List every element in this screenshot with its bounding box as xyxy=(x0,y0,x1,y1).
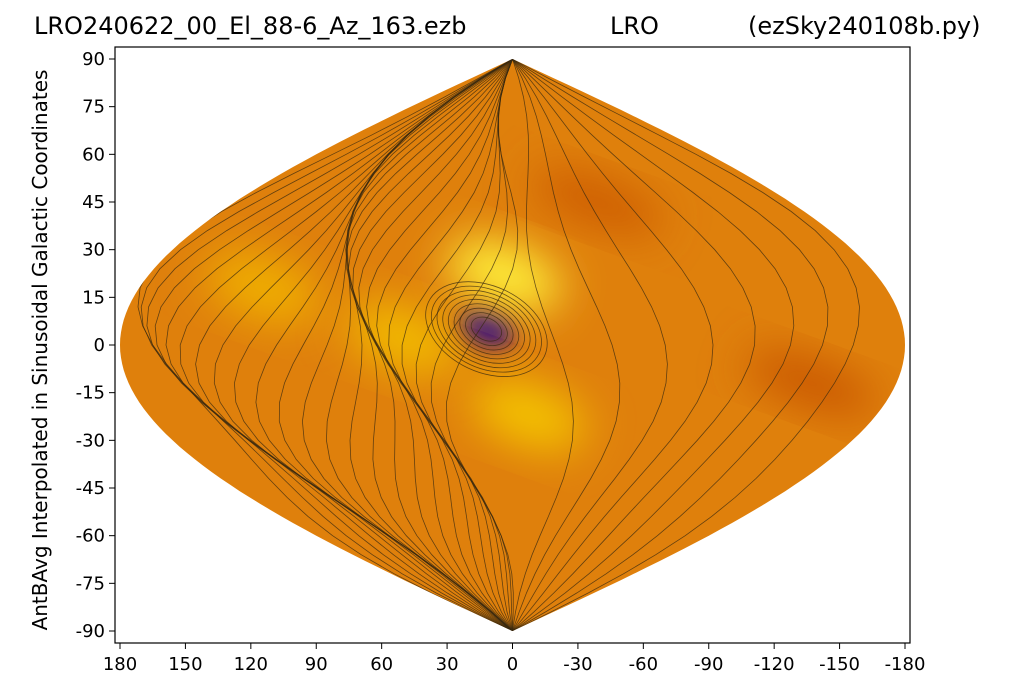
x-axis: 180 150 120 90 60 30 0 -30 -60 -90 -120 -150 -180 xyxy=(103,643,926,675)
contour-line xyxy=(512,59,668,631)
y-tick-label: 75 xyxy=(82,97,105,118)
contour-line xyxy=(146,59,513,631)
y-tick-label: -45 xyxy=(76,478,105,499)
y-axis-label: AntBAvg Interpolated in Sinusoidal Galac… xyxy=(28,69,52,631)
contour-line xyxy=(278,59,513,631)
x-tick-label: 150 xyxy=(168,654,202,675)
contour-line xyxy=(453,303,520,355)
x-tick-label: 120 xyxy=(234,654,268,675)
x-tick-label: -60 xyxy=(629,654,658,675)
x-tick-label: -180 xyxy=(885,654,926,675)
contour-line xyxy=(179,59,513,631)
x-tick-label: -90 xyxy=(694,654,723,675)
contour-line xyxy=(401,59,513,631)
heatmap-feature-ridge xyxy=(744,351,878,415)
contour-line xyxy=(512,59,795,631)
contour-line xyxy=(470,316,503,342)
y-tick-label: -75 xyxy=(76,573,105,594)
x-tick-label: 30 xyxy=(436,654,459,675)
x-tick-label: -120 xyxy=(754,654,795,675)
heatmap-feature-maximum xyxy=(206,252,321,323)
contour-line xyxy=(388,59,513,631)
contour-line xyxy=(512,59,621,631)
contour-line xyxy=(345,59,513,631)
contour-line xyxy=(512,59,756,631)
title-script: (ezSky240108b.py) xyxy=(748,12,981,40)
contour-line xyxy=(352,59,513,631)
y-tick-label: 15 xyxy=(82,287,105,308)
heatmap-feature-ridge xyxy=(531,170,664,234)
y-tick-label: 45 xyxy=(82,192,105,213)
x-tick-label: 90 xyxy=(305,654,328,675)
y-tick-label: 60 xyxy=(82,144,105,165)
heatmap-feature-minimum xyxy=(459,309,514,349)
x-tick-label: -150 xyxy=(819,654,860,675)
title-filename: LRO240622_00_El_88-6_Az_163.ezb xyxy=(34,12,467,40)
contour-line xyxy=(165,59,513,631)
x-tick-label: 180 xyxy=(103,654,137,675)
y-tick-label: -30 xyxy=(76,430,105,451)
y-tick-label: 0 xyxy=(94,335,105,356)
contour-line xyxy=(446,59,519,631)
contour-line xyxy=(425,281,548,377)
contour-line xyxy=(512,59,860,631)
x-tick-label: 60 xyxy=(370,654,393,675)
contour-line xyxy=(325,59,513,631)
y-tick-label: -60 xyxy=(76,526,105,547)
y-tick-label: -90 xyxy=(76,621,105,642)
contour-line xyxy=(154,59,513,631)
title-station: LRO xyxy=(610,12,659,40)
contour-line xyxy=(415,59,513,631)
contour-line xyxy=(347,59,513,631)
heatmap-feature-maximum xyxy=(447,240,562,310)
x-tick-label: -30 xyxy=(563,654,592,675)
contour-line xyxy=(140,59,513,631)
x-tick-label: 0 xyxy=(507,654,518,675)
contour-line xyxy=(448,298,525,360)
contour-line xyxy=(436,290,537,369)
contour-line xyxy=(512,59,574,631)
heatmap-feature-maximum xyxy=(471,380,586,450)
contour-line xyxy=(512,59,714,631)
contour-line xyxy=(430,285,542,373)
y-tick-label: 30 xyxy=(82,240,105,261)
y-tick-label: -15 xyxy=(76,383,105,404)
contour-line xyxy=(345,59,513,631)
y-tick-label: 90 xyxy=(82,49,105,70)
contour-line xyxy=(376,59,513,631)
contour-line xyxy=(358,59,513,631)
y-axis: 90 75 60 45 30 15 0 -15 -30 -45 -60 -75 -90 xyxy=(76,49,115,642)
contour-line xyxy=(442,294,531,364)
contour-line xyxy=(512,59,829,631)
contour-line xyxy=(465,312,508,346)
contour-line xyxy=(366,59,513,631)
chart-title: LRO240622_00_El_88-6_Az_163.ezb LRO (ezS… xyxy=(0,0,1024,44)
contour-line xyxy=(301,59,513,631)
